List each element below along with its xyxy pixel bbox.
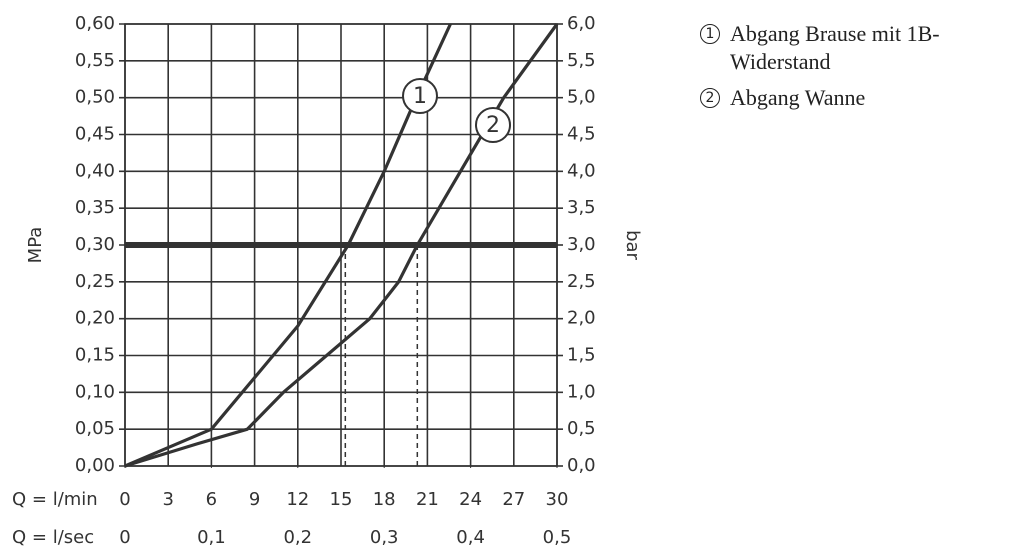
y-tick-label: 0,45 — [75, 124, 115, 145]
series-line — [124, 23, 452, 468]
y2-tick-label: 1,0 — [567, 381, 596, 402]
y-tick-label: 0,40 — [75, 160, 115, 181]
y2-tick-label: 3,0 — [567, 234, 596, 255]
y2-tick-label: 0,5 — [567, 418, 596, 439]
x-tick-label: 30 — [546, 489, 569, 510]
y2-axis-label: bar — [622, 230, 643, 260]
x2-tick-label: 0,3 — [370, 527, 399, 548]
x-tick-label: 27 — [502, 489, 525, 510]
x-tick-label: 9 — [249, 489, 260, 510]
y-tick-label: 0,00 — [75, 455, 115, 476]
y2-tick-label: 1,5 — [567, 345, 596, 366]
y2-tick-label: 0,0 — [567, 455, 596, 476]
x-tick-label: 24 — [459, 489, 482, 510]
y-tick-label: 0,25 — [75, 271, 115, 292]
y-tick-label: 0,20 — [75, 308, 115, 329]
legend-label: Abgang Wanne — [730, 85, 866, 110]
legend-item: 1 Abgang Brause mit 1B-Widerstand — [700, 20, 1010, 76]
y-tick-label: 0,05 — [75, 418, 115, 439]
series-marker-label: 1 — [413, 84, 427, 109]
y2-tick-label: 3,5 — [567, 197, 596, 218]
x-tick-label: 12 — [286, 489, 309, 510]
x-tick-label: 21 — [416, 489, 439, 510]
series-marker-circle — [475, 107, 511, 143]
series-marker-label: 2 — [486, 113, 500, 138]
y2-tick-label: 2,0 — [567, 308, 596, 329]
y-tick-label: 0,15 — [75, 345, 115, 366]
x2-tick-label: 0 — [119, 527, 130, 548]
legend-number: 2 — [700, 88, 720, 108]
x-tick-label: 18 — [373, 489, 396, 510]
y2-tick-label: 2,5 — [567, 271, 596, 292]
x-tick-label: 3 — [162, 489, 173, 510]
legend-label: Abgang Brause mit 1B-Widerstand — [730, 21, 940, 74]
y2-tick-label: 5,5 — [567, 50, 596, 71]
y2-tick-label: 6,0 — [567, 13, 596, 34]
y2-tick-label: 4,5 — [567, 124, 596, 145]
x2-tick-label: 0,5 — [543, 527, 572, 548]
y-tick-label: 0,10 — [75, 381, 115, 402]
x2-tick-label: 0,1 — [197, 527, 226, 548]
y-tick-label: 0,30 — [75, 234, 115, 255]
x-row-label: Q = l/min — [12, 489, 98, 510]
y2-tick-label: 4,0 — [567, 160, 596, 181]
y-tick-label: 0,55 — [75, 50, 115, 71]
legend-number: 1 — [700, 24, 720, 44]
chart: MPa bar Q = l/min Q = l/sec 0 3 6 9 12 15 18 21… — [12, 13, 643, 548]
series-line — [124, 23, 559, 468]
x-tick-label: 0 — [119, 489, 130, 510]
x2-row-label: Q = l/sec — [12, 527, 94, 548]
legend: 1 Abgang Brause mit 1B-Widerstand 2 Abgang … — [700, 20, 1010, 120]
x-tick-label: 6 — [206, 489, 217, 510]
y-tick-label: 0,35 — [75, 197, 115, 218]
y2-tick-label: 5,0 — [567, 87, 596, 108]
x-tick-label: 15 — [330, 489, 353, 510]
y-tick-label: 0,60 — [75, 13, 115, 34]
y-axis-label: MPa — [25, 227, 46, 264]
x2-tick-label: 0,2 — [283, 527, 312, 548]
x2-tick-label: 0,4 — [456, 527, 485, 548]
series-marker-circle — [402, 78, 438, 114]
legend-item: 2 Abgang Wanne — [700, 84, 1010, 112]
y-tick-label: 0,50 — [75, 87, 115, 108]
